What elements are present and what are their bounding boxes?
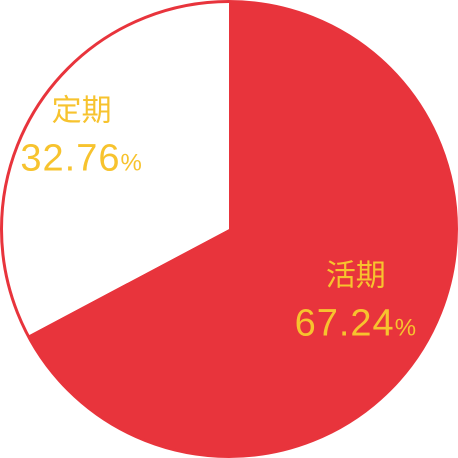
slice-label-name-1: 定期 (52, 93, 112, 128)
pie-slice-1 (1, 1, 230, 336)
slice-label-name-0: 活期 (326, 258, 386, 293)
slice-label-value-1: 32.76% (20, 137, 142, 179)
slice-label-value-0: 67.24% (295, 302, 417, 344)
pie-labels: 活期 67.24% 定期 32.76% (20, 93, 417, 344)
pie-slice-0 (28, 1, 457, 457)
